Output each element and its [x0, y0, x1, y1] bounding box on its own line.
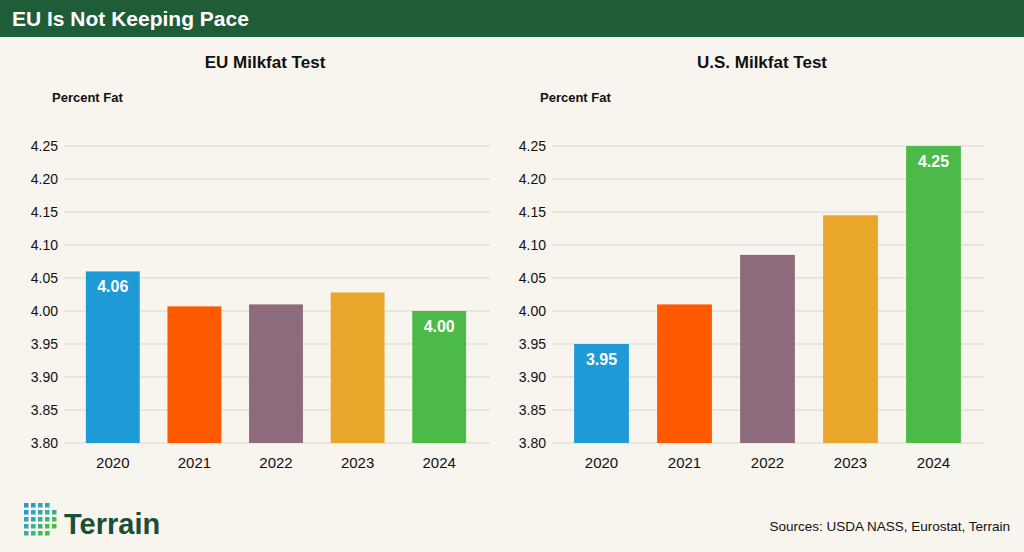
y-tick-label: 4.05: [519, 270, 546, 286]
y-tick-label: 3.80: [519, 435, 546, 451]
y-tick-label: 3.90: [519, 369, 546, 385]
logo-dot: [38, 531, 43, 536]
bar: [657, 304, 712, 443]
x-tick-label: 2022: [259, 454, 292, 471]
y-tick-label: 3.85: [31, 402, 58, 418]
y-tick-label: 4.10: [519, 237, 546, 253]
data-label: 4.00: [424, 318, 455, 335]
x-tick-label: 2021: [178, 454, 211, 471]
bars: [574, 146, 961, 443]
y-axis-label: Percent Fat: [540, 90, 611, 105]
x-tick-label: 2024: [423, 454, 456, 471]
y-tick-label: 4.10: [31, 237, 58, 253]
background: [0, 0, 1024, 552]
y-tick-label: 4.25: [519, 138, 546, 154]
bar: [86, 271, 140, 443]
chart: U.S. Milkfat Test Percent Fat 3.80 3.85 3.90…: [519, 53, 985, 471]
x-tick-label: 2024: [917, 454, 950, 471]
logo-dot: [24, 517, 29, 522]
bars: [86, 271, 466, 443]
logo-dot: [31, 517, 36, 522]
page: EU Is Not Keeping Pace EU Milkfat Test Per…: [0, 0, 1024, 552]
logo-dot: [31, 503, 36, 508]
logo-text: Terrain: [64, 508, 160, 540]
logo-dot: [24, 510, 29, 515]
grid-line: [64, 179, 490, 180]
logo-dot: [45, 503, 50, 508]
bar: [574, 344, 629, 443]
logo-dot: [45, 524, 50, 529]
data-label: 4.25: [918, 153, 949, 170]
logo: Terrain: [24, 503, 160, 540]
y-tick-label: 4.20: [31, 171, 58, 187]
logo-dot: [38, 524, 43, 529]
bar: [331, 293, 385, 443]
x-tick-label: 2020: [585, 454, 618, 471]
logo-dot: [24, 524, 29, 529]
x-tick-label: 2020: [96, 454, 129, 471]
logo-dot: [45, 510, 50, 515]
header-band: [0, 0, 1024, 37]
y-tick-label: 4.15: [31, 204, 58, 220]
logo-dot: [24, 531, 29, 536]
chart-title: U.S. Milkfat Test: [697, 53, 827, 72]
y-tick-label: 3.80: [31, 435, 58, 451]
x-tick-label: 2023: [341, 454, 374, 471]
chart-title: EU Milkfat Test: [205, 53, 326, 72]
y-tick-label: 4.20: [519, 171, 546, 187]
logo-dot: [52, 524, 57, 529]
logo-dot: [52, 517, 57, 522]
logo-dot: [31, 531, 36, 536]
logo-dot: [38, 517, 43, 522]
y-tick-label: 4.05: [31, 270, 58, 286]
source-note: Sources: USDA NASS, Eurostat, Terrain: [769, 519, 1010, 534]
grid-line: [64, 245, 490, 246]
y-tick-label: 4.00: [519, 303, 546, 319]
data-label: 3.95: [586, 351, 617, 368]
grid-line: [64, 212, 490, 213]
chart: EU Milkfat Test Percent Fat 3.80 3.85 3.90 3.…: [31, 53, 490, 471]
y-axis-label: Percent Fat: [52, 90, 123, 105]
x-tick-label: 2021: [668, 454, 701, 471]
y-tick-label: 4.00: [31, 303, 58, 319]
logo-dot: [45, 531, 50, 536]
bar: [823, 215, 878, 443]
bar: [906, 146, 961, 443]
bar: [249, 304, 303, 443]
logo-dot: [31, 510, 36, 515]
grid-line: [64, 146, 490, 147]
y-tick-label: 3.90: [31, 369, 58, 385]
x-tick-label: 2022: [751, 454, 784, 471]
logo-dot: [52, 510, 57, 515]
logo-dot: [31, 524, 36, 529]
bar: [740, 255, 795, 443]
x-tick-label: 2023: [834, 454, 867, 471]
y-tick-label: 3.95: [31, 336, 58, 352]
y-tick-label: 4.15: [519, 204, 546, 220]
logo-dot: [45, 517, 50, 522]
y-tick-label: 3.85: [519, 402, 546, 418]
bar: [412, 311, 466, 443]
logo-dot: [24, 503, 29, 508]
bar: [167, 306, 221, 443]
logo-dot: [38, 503, 43, 508]
y-tick-label: 4.25: [31, 138, 58, 154]
logo-dot: [38, 510, 43, 515]
y-tick-label: 3.95: [519, 336, 546, 352]
data-label: 4.06: [97, 278, 128, 295]
page-title: EU Is Not Keeping Pace: [12, 7, 249, 30]
